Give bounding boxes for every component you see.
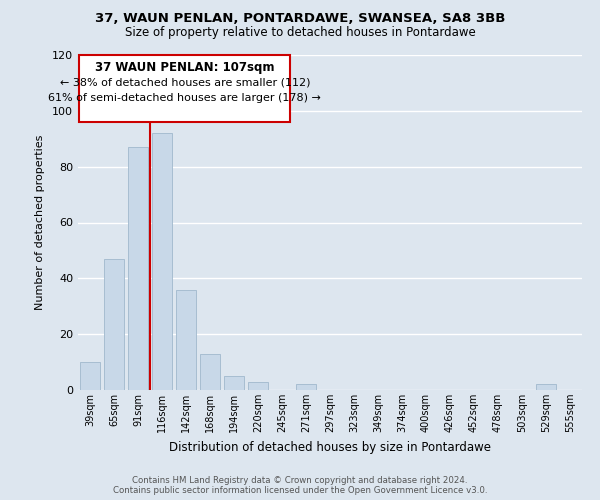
X-axis label: Distribution of detached houses by size in Pontardawe: Distribution of detached houses by size … — [169, 440, 491, 454]
Bar — [296, 384, 316, 390]
Text: 61% of semi-detached houses are larger (178) →: 61% of semi-detached houses are larger (… — [49, 92, 321, 102]
Text: Size of property relative to detached houses in Pontardawe: Size of property relative to detached ho… — [125, 26, 475, 39]
Text: 37, WAUN PENLAN, PONTARDAWE, SWANSEA, SA8 3BB: 37, WAUN PENLAN, PONTARDAWE, SWANSEA, SA… — [95, 12, 505, 26]
Bar — [176, 290, 196, 390]
Bar — [200, 354, 220, 390]
Text: 37 WAUN PENLAN: 107sqm: 37 WAUN PENLAN: 107sqm — [95, 60, 275, 74]
Bar — [128, 147, 148, 390]
FancyBboxPatch shape — [79, 55, 290, 122]
Bar — [248, 382, 268, 390]
Text: Contains HM Land Registry data © Crown copyright and database right 2024.: Contains HM Land Registry data © Crown c… — [132, 476, 468, 485]
Bar — [80, 362, 100, 390]
Bar — [152, 133, 172, 390]
Bar — [536, 384, 556, 390]
Text: Contains public sector information licensed under the Open Government Licence v3: Contains public sector information licen… — [113, 486, 487, 495]
Bar — [104, 259, 124, 390]
Text: ← 38% of detached houses are smaller (112): ← 38% of detached houses are smaller (11… — [59, 78, 310, 88]
Y-axis label: Number of detached properties: Number of detached properties — [35, 135, 45, 310]
Bar — [224, 376, 244, 390]
